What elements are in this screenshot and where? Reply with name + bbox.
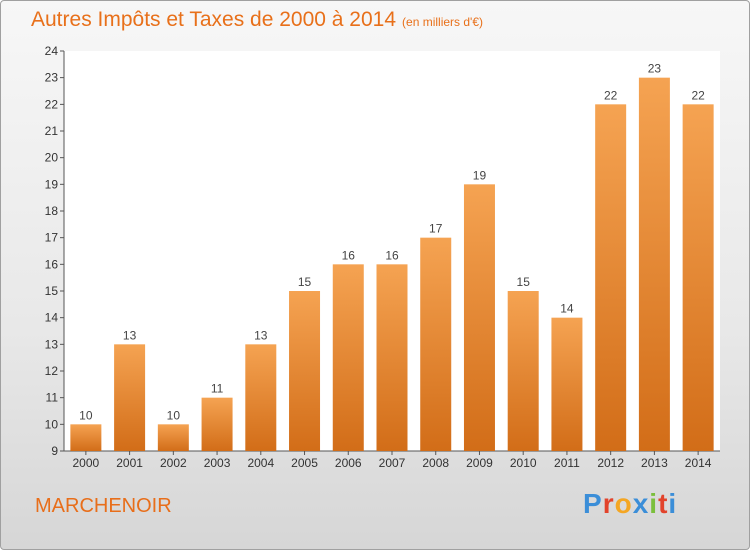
- y-tick-label: 21: [45, 124, 59, 138]
- x-tick-label: 2014: [685, 456, 712, 470]
- data-label: 10: [167, 408, 181, 422]
- y-tick-label: 20: [45, 151, 59, 165]
- y-tick-label: 19: [45, 177, 59, 191]
- y-tick-label: 14: [45, 311, 59, 325]
- y-tick-label: 12: [45, 364, 59, 378]
- data-label: 17: [429, 222, 443, 236]
- x-tick-label: 2007: [379, 456, 406, 470]
- x-tick-label: 2002: [160, 456, 187, 470]
- y-tick-label: 23: [45, 71, 59, 85]
- x-tick-label: 2000: [73, 456, 100, 470]
- x-tick-label: 2006: [335, 456, 362, 470]
- x-tick-label: 2003: [204, 456, 231, 470]
- x-tick-label: 2001: [116, 456, 143, 470]
- data-label: 14: [560, 302, 574, 316]
- y-tick-label: 13: [45, 337, 59, 351]
- data-label: 15: [517, 275, 531, 289]
- x-tick-label: 2013: [641, 456, 668, 470]
- data-label: 19: [473, 168, 487, 182]
- x-tick-label: 2008: [422, 456, 449, 470]
- chart-title-text: Autres Impôts et Taxes de 2000 à 2014: [31, 8, 397, 31]
- logo-letter: P: [583, 488, 603, 519]
- bar: [70, 424, 102, 451]
- x-tick-label: 2010: [510, 456, 537, 470]
- bar: [595, 104, 627, 451]
- bar: [114, 344, 146, 451]
- x-tick-label: 2005: [291, 456, 318, 470]
- logo-letter: o: [614, 488, 633, 519]
- logo-letter: t: [658, 488, 669, 519]
- logo-letter: x: [632, 488, 650, 519]
- data-label: 22: [604, 88, 618, 102]
- bar: [245, 344, 277, 451]
- data-label: 16: [342, 248, 356, 262]
- data-label: 22: [691, 88, 705, 102]
- bar: [507, 291, 539, 451]
- logo-letter: r: [602, 488, 615, 519]
- data-label: 10: [79, 408, 93, 422]
- proxiti-logo: Proxiti: [583, 488, 677, 520]
- y-tick-label: 16: [45, 257, 59, 271]
- data-label: 11: [211, 382, 224, 396]
- data-label: 23: [648, 62, 662, 76]
- bar: [682, 104, 714, 451]
- bar: [420, 237, 452, 451]
- y-tick-label: 15: [45, 284, 59, 298]
- bar: [289, 291, 321, 451]
- bar: [638, 77, 670, 452]
- data-label: 13: [254, 328, 268, 342]
- y-tick-label: 24: [45, 44, 59, 58]
- logo-letter: i: [668, 488, 678, 519]
- y-tick-label: 17: [45, 231, 59, 245]
- x-tick-label: 2011: [554, 456, 580, 470]
- x-tick-label: 2009: [466, 456, 493, 470]
- data-label: 16: [385, 248, 399, 262]
- y-tick-label: 11: [46, 391, 59, 405]
- bar: [332, 264, 364, 451]
- data-label: 15: [298, 275, 312, 289]
- chart-title: Autres Impôts et Taxes de 2000 à 2014 (en…: [31, 8, 483, 32]
- bar: [157, 424, 189, 451]
- x-tick-label: 2012: [597, 456, 624, 470]
- y-tick-label: 22: [45, 97, 59, 111]
- data-label: 13: [123, 328, 137, 342]
- bar: [376, 264, 408, 451]
- x-tick-label: 2004: [247, 456, 274, 470]
- y-tick-label: 10: [45, 417, 59, 431]
- town-name: MARCHENOIR: [35, 495, 172, 517]
- logo-letter: i: [649, 488, 659, 519]
- bar: [551, 317, 583, 451]
- bar: [201, 397, 233, 451]
- y-tick-label: 18: [45, 204, 59, 218]
- chart-unit: (en milliers d'€): [402, 15, 484, 29]
- bar: [463, 184, 495, 452]
- y-tick-label: 9: [51, 444, 58, 458]
